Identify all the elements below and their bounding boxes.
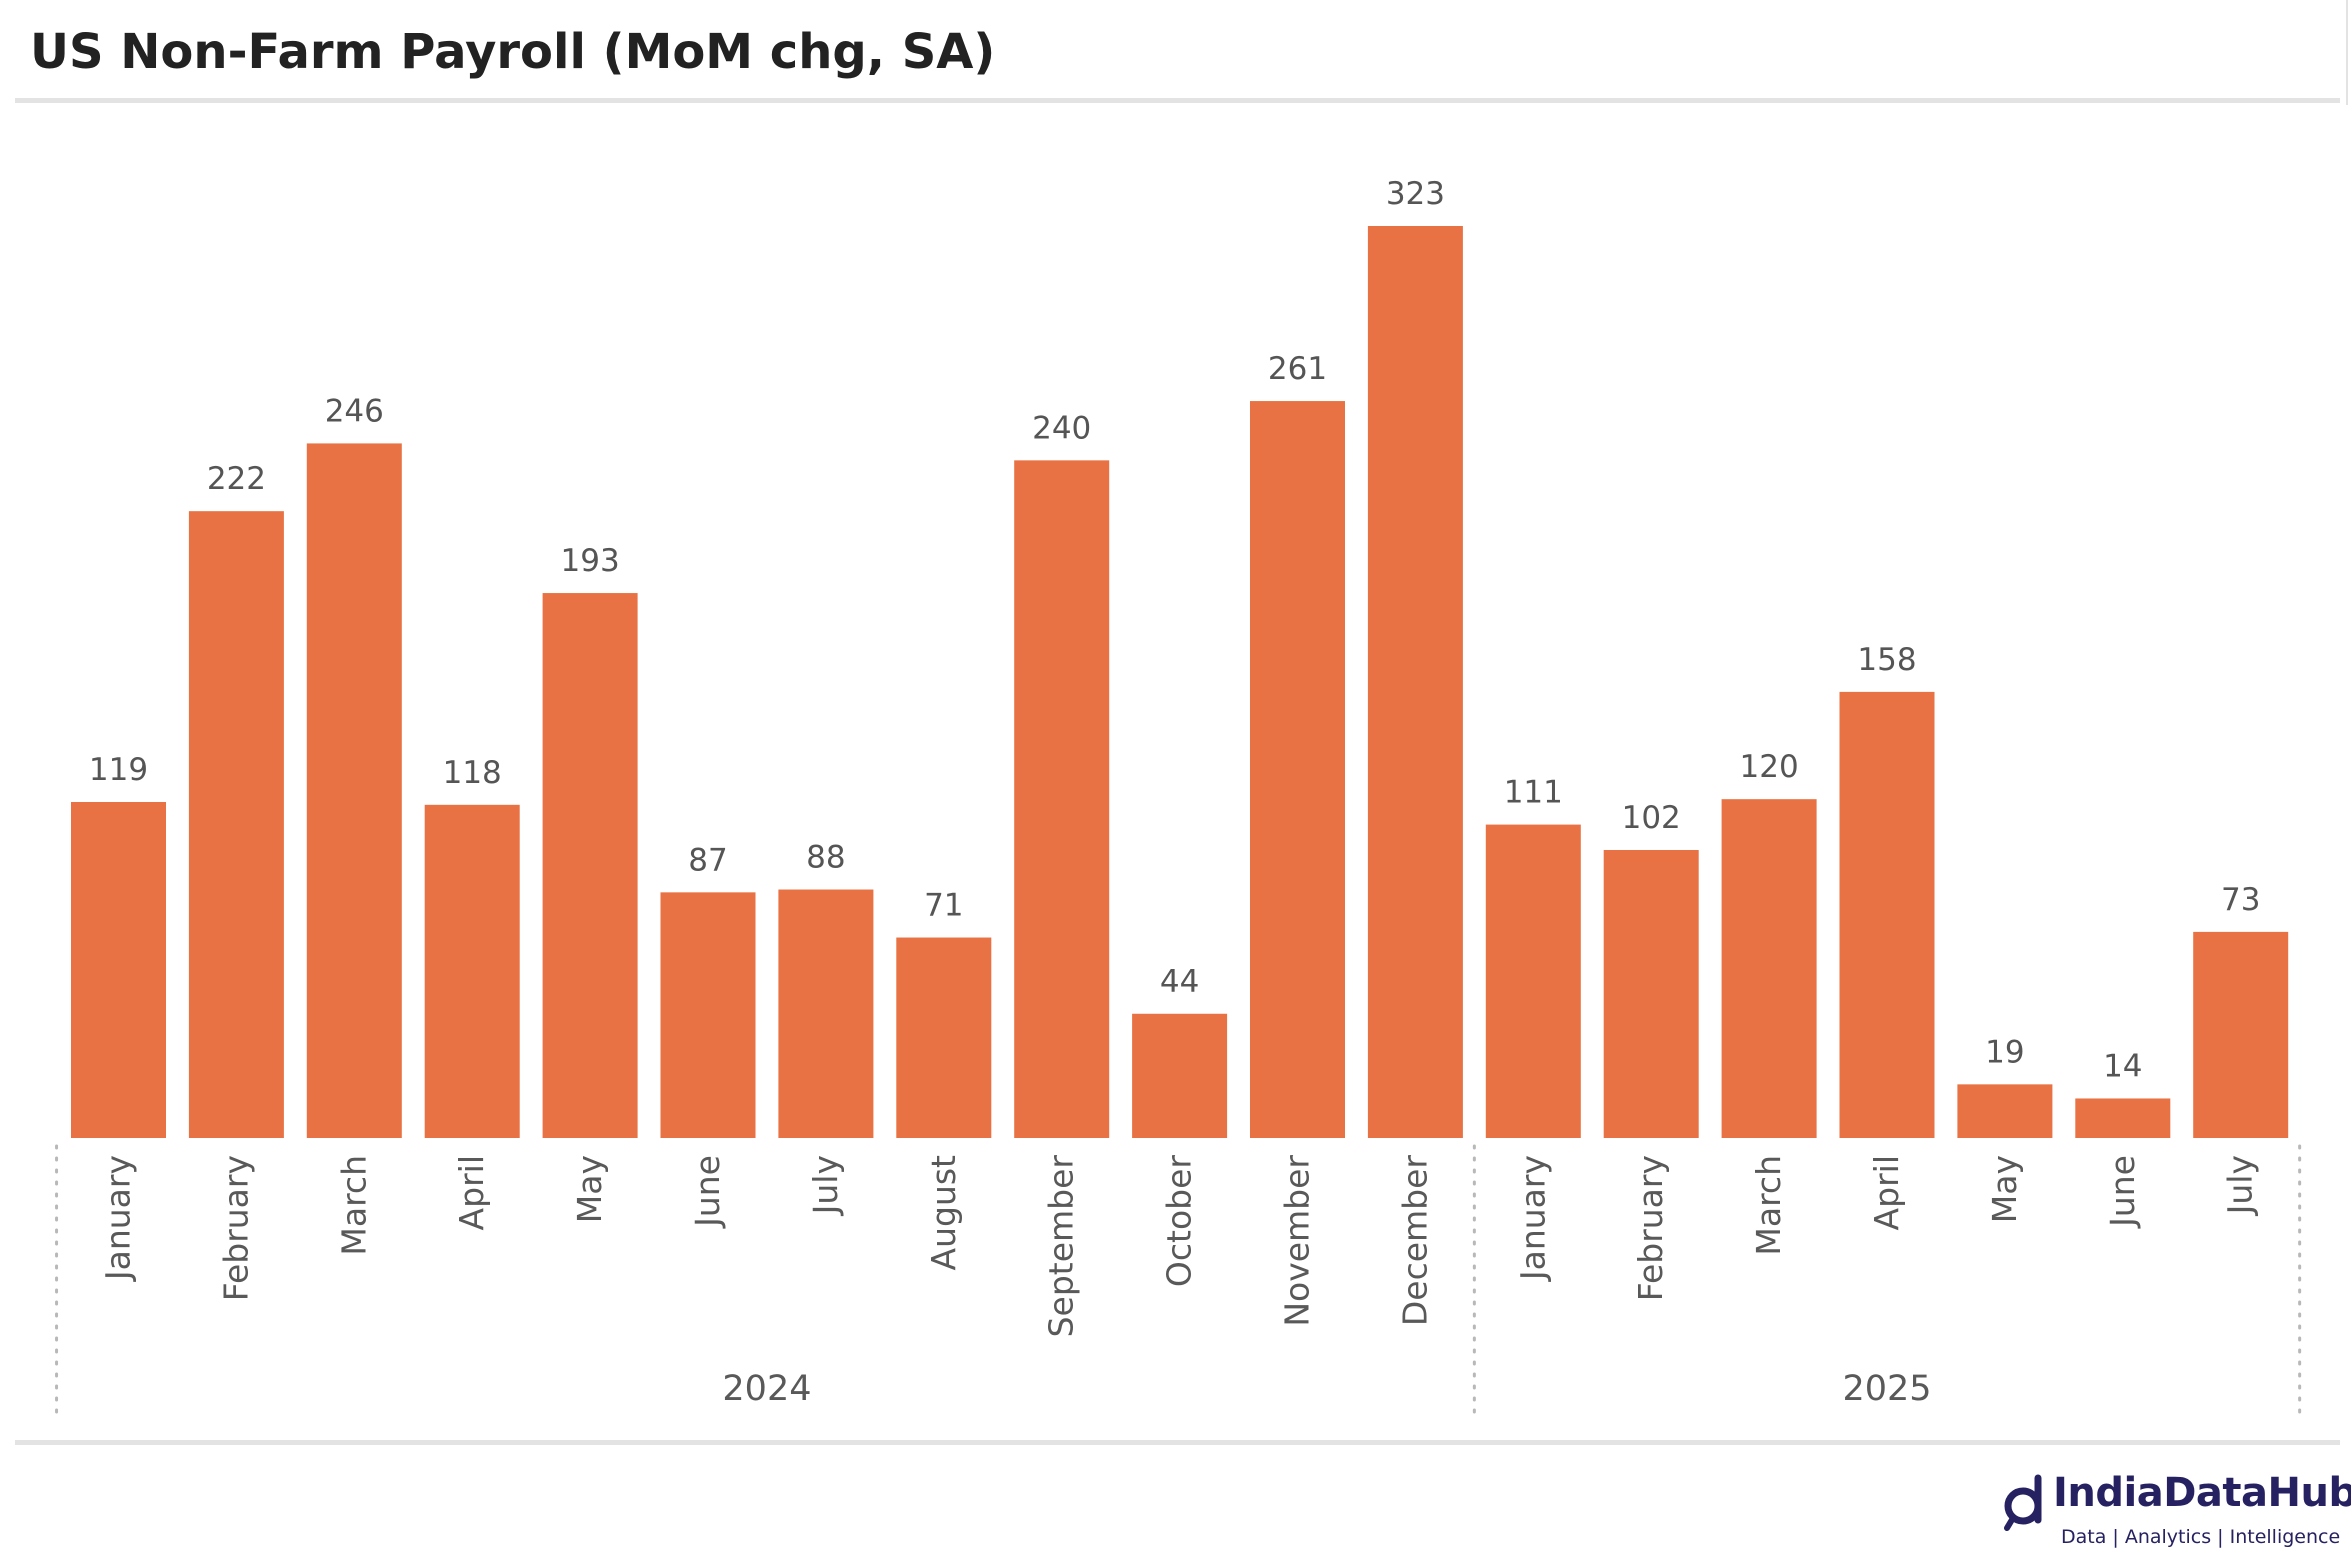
data-label-17: 19 [1985,1034,2024,1070]
x-tick-label-6: June [688,1155,727,1229]
bar-11 [1250,401,1345,1138]
data-label-9: 240 [1032,410,1091,446]
bar-13 [1485,824,1581,1138]
x-tick-label-10: October [1160,1155,1199,1287]
x-tick-label-12: December [1395,1155,1434,1327]
data-label-11: 261 [1268,351,1327,387]
x-tick-label-7: July [806,1155,845,1216]
bar-9 [1014,460,1110,1139]
x-tick-label-14: February [1631,1155,1670,1301]
x-tick-label-8: August [924,1155,963,1271]
logo-tagline: Data | Analytics | Intelligence [2061,1526,2341,1548]
footer-divider [15,1440,2340,1445]
bar-10 [1132,1013,1228,1138]
bar-19 [2193,931,2289,1138]
x-tick-label-4: April [452,1155,491,1230]
group-label-2024: 2024 [722,1369,811,1409]
x-tick-label-9: September [1042,1155,1081,1338]
data-label-16: 158 [1857,642,1916,678]
data-label-10: 44 [1160,964,1199,1000]
brand-logo: IndiaDataHub Data | Analytics | Intellig… [2003,1468,2351,1558]
x-tick-label-11: November [1278,1155,1317,1327]
logo-name: IndiaDataHub [2053,1470,2351,1516]
bar-5 [542,593,638,1138]
data-label-1: 119 [89,752,148,788]
data-label-18: 14 [2103,1048,2142,1084]
data-label-2: 222 [207,461,266,497]
data-label-13: 111 [1504,775,1563,811]
data-label-3: 246 [325,393,384,429]
x-tick-label-17: May [1985,1155,2024,1223]
x-tick-label-5: May [570,1155,609,1223]
bar-8 [896,937,992,1138]
bar-17 [1957,1084,2053,1138]
magnifier-d-icon [2004,1474,2042,1531]
data-label-4: 118 [443,755,502,791]
data-label-8: 71 [924,888,963,924]
x-tick-label-18: June [2103,1155,2142,1229]
x-tick-label-2: February [216,1155,255,1301]
chart-title: US Non-Farm Payroll (MoM chg, SA) [30,24,996,80]
data-label-5: 193 [561,543,620,579]
bar-1 [71,802,166,1138]
bar-18 [2075,1098,2171,1138]
bar-4 [424,804,520,1138]
bar-12 [1367,226,1463,1138]
bar-16 [1839,691,1935,1138]
x-tick-label-16: April [1867,1155,1906,1230]
x-tick-label-1: January [99,1155,138,1282]
bar-chart: 119January222February246March118April193… [55,176,2302,1422]
bar-2 [188,511,284,1138]
x-tick-label-13: January [1513,1155,1552,1282]
x-tick-label-3: March [334,1155,373,1256]
data-label-12: 323 [1386,176,1445,212]
bar-6 [660,892,756,1138]
title-divider [15,98,2340,103]
x-tick-label-15: March [1749,1155,1788,1256]
data-label-6: 87 [688,842,727,878]
data-label-15: 120 [1740,749,1799,785]
right-edge-divider [2346,0,2348,105]
data-label-14: 102 [1622,800,1681,836]
bar-7 [778,889,874,1138]
data-label-19: 73 [2221,882,2260,918]
x-tick-label-19: July [2221,1155,2260,1216]
bar-15 [1721,799,1817,1138]
data-label-7: 88 [806,840,845,876]
bar-14 [1603,850,1699,1138]
bar-3 [306,443,402,1139]
group-label-2025: 2025 [1842,1369,1931,1409]
